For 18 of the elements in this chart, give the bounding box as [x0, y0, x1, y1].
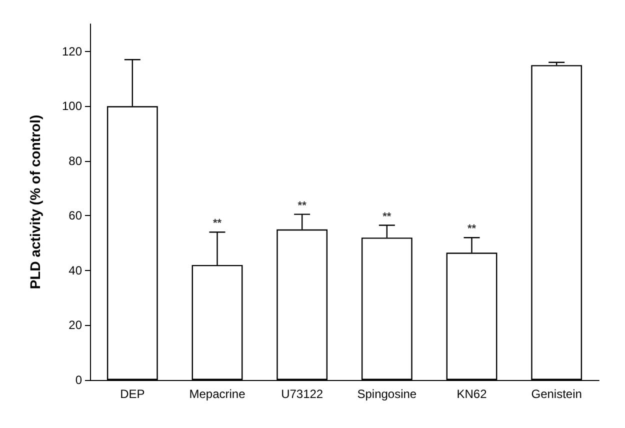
annotation: ** [212, 218, 222, 230]
annotation: ** [382, 210, 392, 223]
x-tick-label: Genistein [531, 387, 582, 401]
x-tick-label: KN62 [456, 387, 488, 401]
x-tick-label: Mepacrine [189, 387, 246, 401]
y-tick-label: 80 [68, 154, 82, 168]
annotation: ** [467, 223, 477, 236]
y-tick-label: 100 [62, 99, 82, 114]
annotation: ** [298, 200, 308, 212]
x-tick-label: Spingosine [357, 387, 417, 401]
y-tick-label: 20 [68, 318, 82, 332]
y-tick-label: 60 [68, 208, 82, 223]
y-axis-title: PLD activity (% of control) [27, 114, 43, 290]
x-tick-label: U73122 [281, 387, 324, 401]
y-tick-label: 120 [62, 44, 82, 58]
x-tick-label: DEP [120, 387, 145, 401]
y-tick-label: 0 [75, 373, 82, 387]
y-tick-label: 40 [68, 263, 82, 278]
